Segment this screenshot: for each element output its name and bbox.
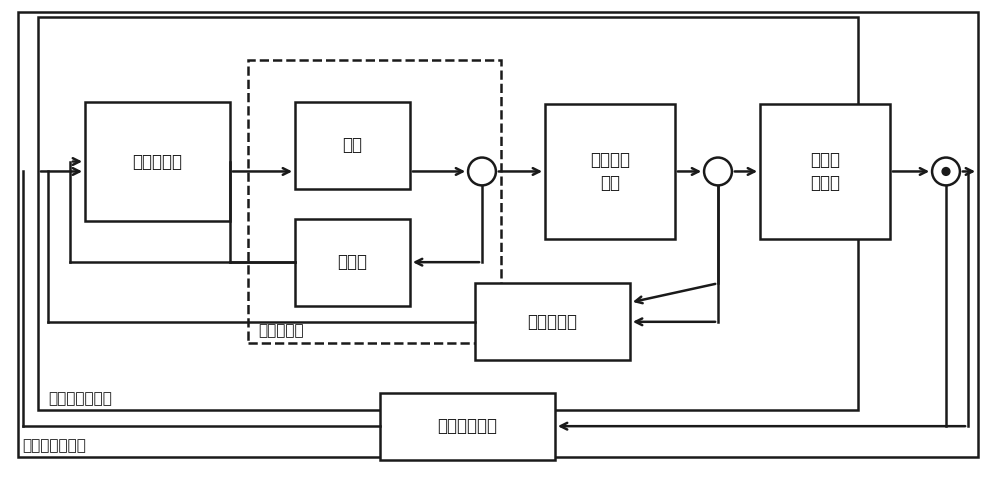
- Bar: [248, 60, 501, 343]
- Text: 数据通讯总线: 数据通讯总线: [438, 417, 498, 435]
- Bar: [475, 283, 630, 360]
- Text: 压力传感器: 压力传感器: [528, 313, 578, 331]
- Text: 编码器: 编码器: [338, 253, 368, 271]
- Bar: [545, 104, 675, 239]
- Ellipse shape: [932, 158, 960, 185]
- Text: 上位机
数据库: 上位机 数据库: [810, 151, 840, 192]
- Bar: [38, 17, 858, 410]
- Bar: [760, 104, 890, 239]
- Text: 补偿抑动信息流: 补偿抑动信息流: [22, 438, 86, 453]
- Bar: [85, 102, 230, 221]
- Bar: [18, 12, 978, 457]
- Bar: [295, 219, 410, 306]
- Text: 位置信息流: 位置信息流: [258, 323, 304, 338]
- Ellipse shape: [942, 167, 950, 175]
- Text: 运动控制器: 运动控制器: [132, 153, 182, 170]
- Bar: [295, 102, 410, 189]
- Text: 运动节拍信息流: 运动节拍信息流: [48, 391, 112, 406]
- Text: 外围控制
器件: 外围控制 器件: [590, 151, 630, 192]
- Bar: [380, 393, 555, 460]
- Ellipse shape: [468, 158, 496, 185]
- Ellipse shape: [704, 158, 732, 185]
- Text: 电机: 电机: [342, 136, 362, 155]
